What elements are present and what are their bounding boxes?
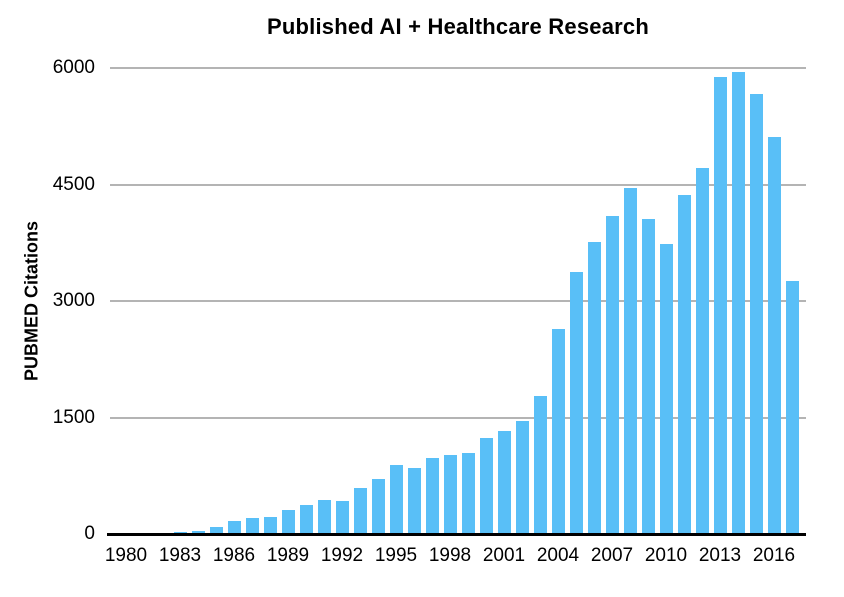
bar-1991 xyxy=(317,499,331,534)
x-tick-2013: 2013 xyxy=(698,545,742,566)
bar-1985 xyxy=(209,527,223,534)
x-tick-1998: 1998 xyxy=(428,545,472,566)
bar-1996 xyxy=(407,467,421,534)
bar-2004 xyxy=(551,328,565,534)
x-tick-2016: 2016 xyxy=(752,545,796,566)
x-tick-1989: 1989 xyxy=(266,545,310,566)
gridline-6000 xyxy=(110,67,806,69)
bar-2016 xyxy=(767,137,781,534)
bar-2009 xyxy=(641,219,655,534)
x-axis-line xyxy=(107,532,806,536)
bar-1997 xyxy=(425,457,439,534)
bar-2010 xyxy=(659,243,673,534)
bar-1987 xyxy=(245,518,259,534)
gridline-4500 xyxy=(110,183,806,186)
bar-1989 xyxy=(281,509,295,534)
x-tick-1992: 1992 xyxy=(320,545,364,566)
bar-2008 xyxy=(623,187,637,534)
bar-1986 xyxy=(227,521,241,534)
bar-2002 xyxy=(515,421,529,534)
x-tick-2007: 2007 xyxy=(590,545,634,566)
plot-area xyxy=(107,67,806,536)
bar-1992 xyxy=(335,500,349,534)
bar-1990 xyxy=(299,505,313,534)
bar-2003 xyxy=(533,396,547,534)
y-tick-0: 0 xyxy=(84,523,95,544)
bar-1998 xyxy=(443,455,457,534)
gridline-1500 xyxy=(110,416,806,419)
bar-1993 xyxy=(353,487,367,534)
bar-1994 xyxy=(371,478,385,534)
bar-2017 xyxy=(785,281,799,534)
x-tick-1980: 1980 xyxy=(104,545,148,566)
y-tick-1500: 1500 xyxy=(52,406,95,428)
bar-2014 xyxy=(731,72,745,534)
bar-2015 xyxy=(749,94,763,534)
bar-2001 xyxy=(497,431,511,534)
bar-2012 xyxy=(695,168,709,534)
bar-1995 xyxy=(389,464,403,534)
y-tick-6000: 6000 xyxy=(52,57,95,78)
bar-2000 xyxy=(479,437,493,534)
bar-1988 xyxy=(263,516,277,534)
bar-2011 xyxy=(677,195,691,534)
bar-2007 xyxy=(605,216,619,534)
bar-1984 xyxy=(191,530,205,534)
bar-1999 xyxy=(461,452,475,534)
x-tick-2004: 2004 xyxy=(536,545,580,566)
bar-2005 xyxy=(569,271,583,534)
bar-2006 xyxy=(587,242,601,534)
x-tick-2010: 2010 xyxy=(644,545,688,566)
x-tick-1986: 1986 xyxy=(212,545,256,566)
y-tick-4500: 4500 xyxy=(52,173,95,195)
x-tick-2001: 2001 xyxy=(482,545,526,566)
x-tick-1995: 1995 xyxy=(374,545,418,566)
gridline-3000 xyxy=(110,300,806,302)
chart-title: Published AI + Healthcare Research xyxy=(267,14,649,39)
y-tick-3000: 3000 xyxy=(52,290,95,311)
bar-2013 xyxy=(713,77,727,534)
x-tick-1983: 1983 xyxy=(158,545,202,566)
